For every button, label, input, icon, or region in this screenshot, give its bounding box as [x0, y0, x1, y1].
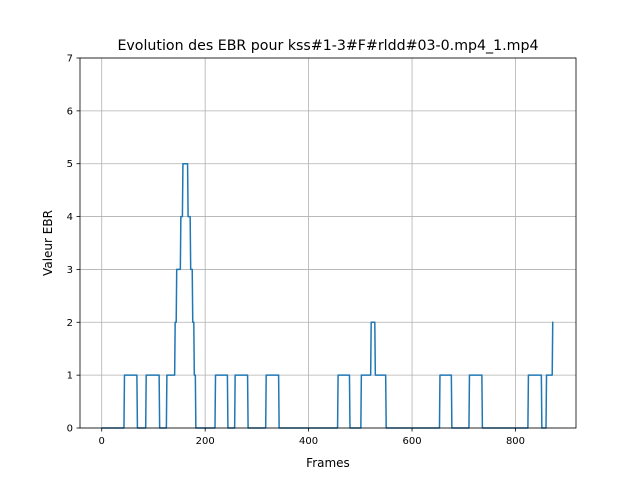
plot-area	[80, 58, 576, 428]
y-tick-label: 3	[67, 265, 73, 276]
y-tick-label: 7	[67, 54, 73, 65]
series-layer	[101, 162, 554, 429]
grid-lines	[80, 57, 576, 429]
y-tick-label: 4	[67, 212, 73, 223]
y-tick-label: 1	[67, 371, 73, 382]
plot-frame	[79, 57, 577, 429]
y-tick-label: 0	[67, 424, 73, 435]
x-tick-label: 400	[299, 436, 318, 447]
x-tick-label: 0	[99, 436, 105, 447]
chart-title: Evolution des EBR pour kss#1-3#F#rldd#03…	[117, 38, 538, 54]
y-tick-label: 5	[67, 159, 73, 170]
x-tick-label: 800	[506, 436, 525, 447]
y-axis-label: Valeur EBR	[41, 210, 55, 276]
ebr-series-line	[101, 162, 554, 429]
y-tick-label: 2	[67, 318, 73, 329]
x-tick-label: 600	[402, 436, 421, 447]
x-tick-label: 200	[196, 436, 215, 447]
x-axis-label: Frames	[306, 456, 350, 470]
axis-ticks: 0 200 400 600 800 0 1 2 3 4 5 6 7	[67, 54, 525, 448]
y-tick-label: 6	[67, 106, 73, 117]
